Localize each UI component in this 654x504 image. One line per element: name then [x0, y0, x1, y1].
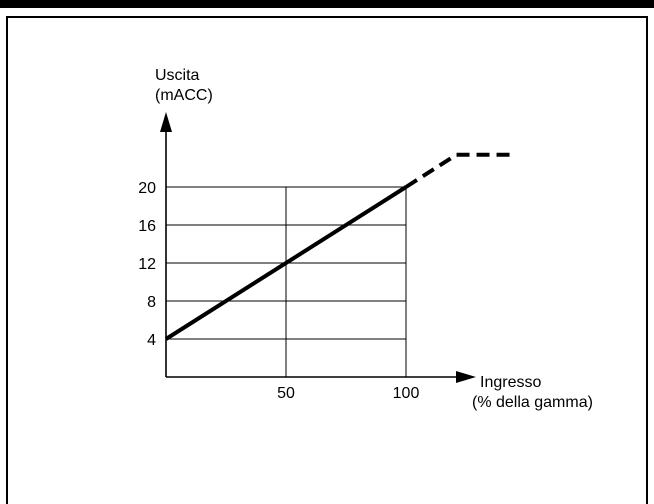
outer-frame	[6, 16, 648, 504]
y-axis-label-line1: Uscita	[155, 67, 200, 84]
y-tick-label: 12	[138, 256, 156, 273]
y-axis-arrow-icon	[160, 112, 172, 132]
series-line-dashed	[404, 152, 517, 189]
y-tick-labels: 4 8 12 16 20	[138, 180, 156, 349]
series-line-solid	[164, 185, 408, 341]
series-lines	[164, 152, 517, 341]
x-axis-arrow-icon	[456, 371, 476, 383]
y-tick-label: 8	[147, 294, 156, 311]
x-axis-label-line1: Ingresso	[480, 374, 541, 391]
y-tick-label: 16	[138, 218, 156, 235]
y-axis-label-line2: (mACC)	[155, 87, 213, 104]
x-axis-label-line2: (% della gamma)	[472, 394, 593, 411]
x-tick-labels: 50 100	[277, 385, 419, 402]
grid-lines	[166, 186, 407, 377]
top-rule	[0, 0, 654, 8]
y-tick-label: 20	[138, 180, 156, 197]
y-tick-label: 4	[147, 332, 156, 349]
x-tick-label: 50	[277, 385, 295, 402]
x-tick-label: 100	[393, 385, 420, 402]
axes	[160, 112, 476, 383]
